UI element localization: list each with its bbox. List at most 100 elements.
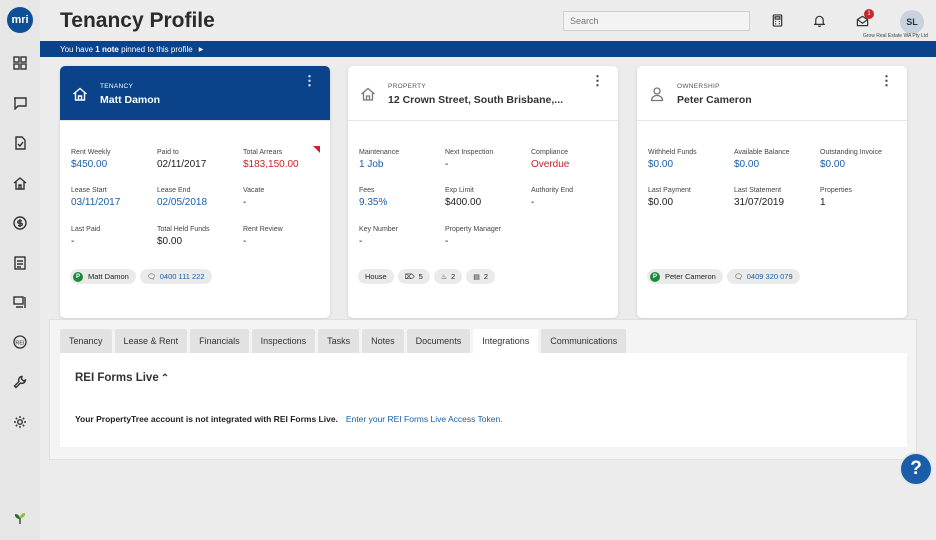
- access-token-link[interactable]: Enter your REI Forms Live Access Token.: [345, 414, 503, 424]
- bedrooms-chip: ⌦ 5: [397, 269, 430, 284]
- property-card-header[interactable]: PROPERTY 12 Crown Street, South Brisbane…: [348, 66, 618, 121]
- maintenance-value[interactable]: 1 Job: [359, 159, 384, 170]
- pinned-prefix: You have: [60, 44, 96, 54]
- page-title: Tenancy Profile: [60, 9, 215, 32]
- sprout-icon[interactable]: [11, 509, 29, 527]
- dollar-icon[interactable]: [11, 214, 29, 232]
- compliance-field: Compliance Overdue: [531, 149, 570, 170]
- last-statement-field: Last Statement 31/07/2019: [734, 187, 785, 208]
- dashboard-icon[interactable]: [11, 54, 29, 72]
- help-button[interactable]: ?: [899, 452, 933, 486]
- lease-end-field: Lease End 02/05/2018: [157, 187, 243, 208]
- withheld-funds-value[interactable]: $0.00: [648, 159, 674, 170]
- car-icon: ▤: [473, 273, 480, 281]
- tenant-phone-chip[interactable]: 🗨 0400 111 222: [139, 269, 212, 284]
- svg-text:REI: REI: [15, 340, 25, 346]
- settings-icon[interactable]: [11, 413, 29, 431]
- tab-communications[interactable]: Communications: [541, 329, 627, 353]
- last-paid-field: Last Paid -: [71, 226, 101, 247]
- more-vertical-icon[interactable]: ⋮: [880, 73, 893, 88]
- lease-start-value[interactable]: 03/11/2017: [71, 197, 121, 208]
- integrations-tab-content: REI Forms Live ⌃ Your PropertyTree accoun…: [60, 353, 907, 447]
- property-category: PROPERTY: [388, 83, 427, 90]
- task-icon[interactable]: [11, 134, 29, 152]
- user-avatar[interactable]: SL: [900, 10, 924, 34]
- caret-right-icon: ▶: [198, 46, 204, 53]
- person-badge: P: [73, 271, 83, 282]
- ownership-card: OWNERSHIP Peter Cameron ⋮ Withheld Funds…: [637, 66, 907, 318]
- notifications-icon[interactable]: [854, 12, 870, 28]
- calculator-icon[interactable]: [769, 12, 785, 28]
- owner-contact-chip[interactable]: P Peter Cameron: [647, 269, 723, 284]
- more-vertical-icon[interactable]: ⋮: [303, 73, 316, 88]
- available-balance-field: Available Balance $0.00: [734, 149, 820, 170]
- tenancy-card: TENANCY Matt Damon ⋮ Rent Weekly $450.00 …: [60, 66, 330, 318]
- ownership-category: OWNERSHIP: [677, 83, 720, 90]
- search-input[interactable]: [563, 11, 750, 31]
- notification-badge: 1: [864, 9, 874, 19]
- rei-icon[interactable]: REI: [11, 333, 29, 351]
- fees-value[interactable]: 9.35%: [359, 197, 388, 208]
- tab-lease-rent[interactable]: Lease & Rent: [114, 329, 188, 353]
- app-logo[interactable]: mri: [7, 7, 33, 33]
- left-rail: mri REI: [0, 0, 40, 540]
- owner-name: Peter Cameron: [677, 94, 752, 106]
- profile-tabs-panel: Tenancy Lease & Rent Financials Inspecti…: [50, 320, 916, 459]
- chat-bubble-icon: 🗨: [146, 273, 156, 281]
- outstanding-invoice-value[interactable]: $0.00: [820, 159, 846, 170]
- bath-icon: ♨: [440, 273, 448, 281]
- total-held-funds-field: Total Held Funds $0.00: [157, 226, 210, 247]
- property-card: PROPERTY 12 Crown Street, South Brisbane…: [348, 66, 618, 318]
- bed-icon: ⌦: [404, 273, 415, 281]
- tenant-contact-chips: P Matt Damon 🗨 0400 111 222: [70, 269, 212, 284]
- tab-notes[interactable]: Notes: [362, 329, 404, 353]
- tenant-name: Matt Damon: [100, 94, 161, 106]
- tab-tenancy[interactable]: Tenancy: [60, 329, 112, 353]
- tab-integrations[interactable]: Integrations: [473, 329, 539, 353]
- tenant-phone: 0400 111 222: [159, 272, 205, 281]
- bell-icon[interactable]: [811, 12, 827, 28]
- tenancy-card-header[interactable]: TENANCY Matt Damon ⋮: [60, 66, 330, 121]
- outstanding-invoice-field: Outstanding Invoice $0.00: [820, 149, 906, 170]
- pinned-count: 1 note: [95, 44, 119, 54]
- tab-tasks[interactable]: Tasks: [318, 329, 360, 353]
- exp-limit-field: Exp Limit $400.00: [445, 187, 482, 208]
- withheld-funds-field: Withheld Funds $0.00: [648, 149, 734, 170]
- rent-review-field: Rent Review -: [243, 226, 283, 247]
- tenant-contact-chip[interactable]: P Matt Damon: [70, 269, 136, 284]
- bathrooms-chip: ♨ 2: [433, 269, 463, 284]
- owner-contact-name: Peter Cameron: [665, 272, 716, 281]
- lease-end-value[interactable]: 02/05/2018: [157, 197, 208, 208]
- integration-notice: Your PropertyTree account is not integra…: [75, 414, 503, 424]
- properties-field: Properties 1: [820, 187, 852, 208]
- tenancy-category: TENANCY: [100, 83, 134, 90]
- chat-icon[interactable]: [11, 94, 29, 112]
- paid-to-field: Paid to 02/11/2017: [157, 149, 207, 170]
- pinned-notes-bar[interactable]: You have 1 note pinned to this profile ▶: [40, 41, 936, 57]
- ownership-card-header[interactable]: OWNERSHIP Peter Cameron ⋮: [637, 66, 907, 121]
- available-balance-value[interactable]: $0.00: [734, 159, 760, 170]
- owner-contact-chips: P Peter Cameron 🗨 0409 320 079: [647, 269, 800, 284]
- wrench-icon[interactable]: [11, 373, 29, 391]
- car-spaces-chip: ▤ 2: [466, 269, 496, 284]
- tab-financials[interactable]: Financials: [190, 329, 249, 353]
- document-icon[interactable]: [11, 254, 29, 272]
- tab-inspections[interactable]: Inspections: [251, 329, 316, 353]
- rent-weekly-field: Rent Weekly $450.00: [71, 149, 157, 170]
- listing-icon[interactable]: [11, 293, 29, 311]
- owner-phone: 0409 320 079: [746, 272, 793, 281]
- vacate-field: Vacate -: [243, 187, 265, 208]
- rent-weekly-value[interactable]: $450.00: [71, 159, 108, 170]
- property-feature-chips: House ⌦ 5 ♨ 2 ▤ 2: [358, 269, 496, 284]
- owner-phone-chip[interactable]: 🗨 0409 320 079: [726, 269, 800, 284]
- house-icon: [72, 86, 88, 102]
- tab-bar: Tenancy Lease & Rent Financials Inspecti…: [60, 329, 627, 353]
- more-vertical-icon[interactable]: ⋮: [591, 73, 604, 88]
- tab-documents[interactable]: Documents: [406, 329, 471, 353]
- chevron-up-icon: ⌃: [160, 373, 170, 384]
- lease-start-field: Lease Start 03/11/2017: [71, 187, 157, 208]
- rei-forms-section-header[interactable]: REI Forms Live ⌃: [75, 372, 169, 384]
- home-icon[interactable]: [11, 174, 29, 192]
- authority-end-field: Authority End -: [531, 187, 574, 208]
- property-manager-field: Property Manager -: [445, 226, 502, 247]
